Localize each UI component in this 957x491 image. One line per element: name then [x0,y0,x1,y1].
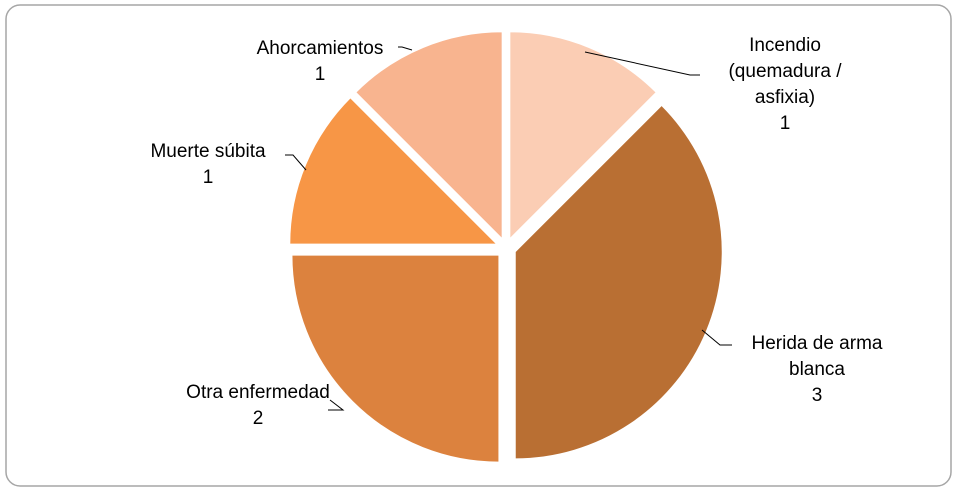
category-label: Herida de arma blanca [751,333,883,380]
leader-line [328,399,345,411]
value-label: 1 [202,167,214,188]
value-label: 3 [811,385,823,406]
value-label: 1 [779,113,791,134]
pie-slice [291,254,500,463]
value-label: 2 [252,408,264,429]
pie-slice [355,31,503,240]
category-label: Ahorcamientos [256,38,384,59]
slice-label: Ahorcamientos 1 [230,36,410,88]
slice-label: Muerte súbita 1 [113,139,303,191]
value-label: 1 [314,64,326,85]
slice-label: Otra enfermedad 2 [178,380,338,432]
category-label: Incendio (quemadura / asfixia) [728,35,842,108]
leader-line [701,329,732,346]
slice-label: Herida de arma blanca 3 [727,331,907,409]
pie-slice [509,31,657,240]
pie-slice [514,104,723,460]
pie-slice [289,97,498,245]
leader-line [584,51,700,76]
slice-label: Incendio (quemadura / asfixia) 1 [710,33,860,137]
category-label: Otra enfermedad [186,382,330,403]
leader-line [285,154,307,171]
category-label: Muerte súbita [150,141,266,162]
leader-line [398,46,413,51]
chart-frame [5,4,952,487]
